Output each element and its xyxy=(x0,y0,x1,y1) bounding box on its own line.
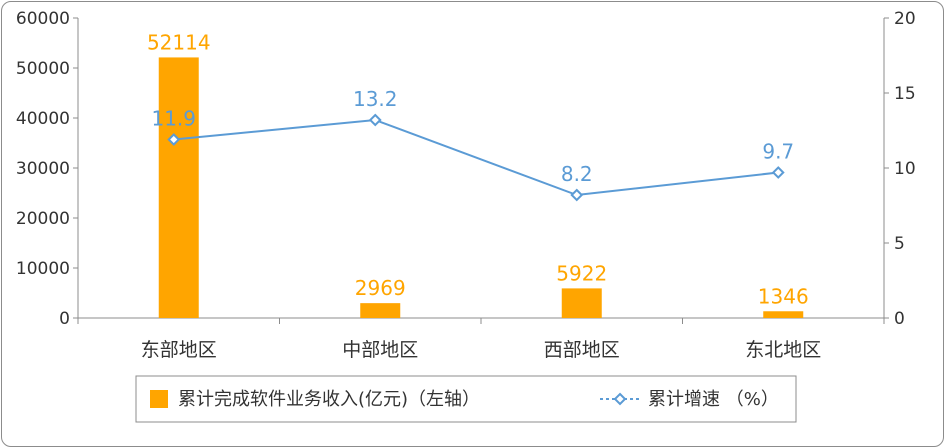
axes: 0 10000 20000 30000 40000 50000 60000 0 5 10 15 20 东… xyxy=(16,9,916,361)
legend-line-marker xyxy=(613,392,627,406)
bar-series xyxy=(158,57,804,319)
legend-bar-swatch xyxy=(150,390,168,408)
left-tick-label: 0 xyxy=(59,309,70,329)
x-tick-label: 中部地区 xyxy=(342,339,418,361)
series-line xyxy=(173,118,779,197)
legend: 累计完成软件业务收入(亿元)（左轴） 累计增速 （%） xyxy=(135,375,797,423)
left-tick-label: 40000 xyxy=(16,109,70,129)
left-tick-label: 60000 xyxy=(16,9,70,29)
line-point xyxy=(570,188,584,202)
data-labels: 52114 2969 5922 1346 11.9 13.2 8.2 9.7 xyxy=(147,30,809,308)
line-series xyxy=(167,113,785,202)
left-tick-label: 30000 xyxy=(16,159,70,179)
x-tick-label: 东北地区 xyxy=(745,339,821,361)
legend-line-label: 累计增速 （%） xyxy=(648,389,779,410)
line-value-label: 9.7 xyxy=(762,140,794,164)
bar xyxy=(360,303,401,318)
right-tick-label: 5 xyxy=(894,234,905,254)
bar xyxy=(158,57,199,319)
legend-bar-label: 累计完成软件业务收入(亿元)（左轴） xyxy=(178,389,480,410)
x-tick-label: 东部地区 xyxy=(141,339,217,361)
line-value-label: 13.2 xyxy=(353,87,398,111)
line-point xyxy=(771,166,785,179)
line-value-label: 8.2 xyxy=(561,162,593,186)
bar-value-label: 1346 xyxy=(758,284,809,308)
right-tick-label: 20 xyxy=(894,9,916,29)
bar xyxy=(561,288,602,318)
line-point xyxy=(167,133,181,146)
right-tick-label: 0 xyxy=(894,309,905,329)
bar-value-label: 52114 xyxy=(147,30,211,54)
right-tick-label: 15 xyxy=(894,84,916,104)
x-tick-label: 西部地区 xyxy=(544,339,620,361)
left-tick-label: 20000 xyxy=(16,209,70,229)
bar-value-label: 2969 xyxy=(355,276,406,300)
line-point xyxy=(368,113,382,127)
line-value-label: 11.9 xyxy=(151,107,196,131)
bar-value-label: 5922 xyxy=(556,261,607,285)
legend-box xyxy=(135,375,797,423)
left-tick-label: 10000 xyxy=(16,259,70,279)
right-tick-label: 10 xyxy=(894,159,916,179)
left-tick-label: 50000 xyxy=(16,59,70,79)
bar xyxy=(763,311,804,318)
